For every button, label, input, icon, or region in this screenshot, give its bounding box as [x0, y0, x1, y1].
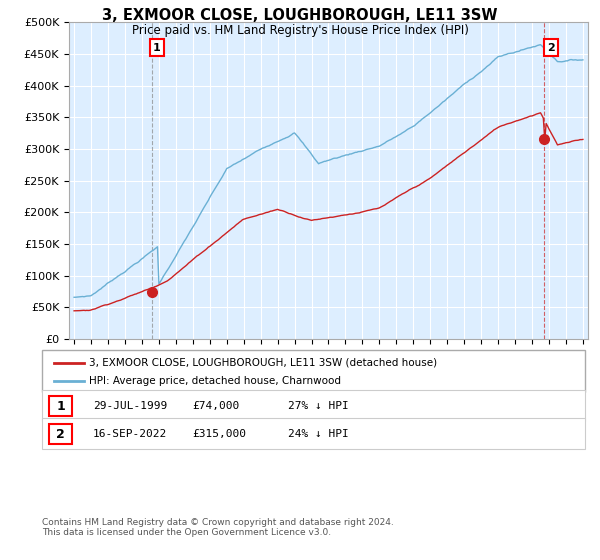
Text: 27% ↓ HPI: 27% ↓ HPI	[288, 401, 349, 411]
Text: Price paid vs. HM Land Registry's House Price Index (HPI): Price paid vs. HM Land Registry's House …	[131, 24, 469, 37]
Text: 1: 1	[153, 43, 161, 53]
Text: 3, EXMOOR CLOSE, LOUGHBOROUGH, LE11 3SW: 3, EXMOOR CLOSE, LOUGHBOROUGH, LE11 3SW	[102, 8, 498, 24]
Text: 24% ↓ HPI: 24% ↓ HPI	[288, 429, 349, 439]
Text: 2: 2	[547, 43, 555, 53]
Text: HPI: Average price, detached house, Charnwood: HPI: Average price, detached house, Char…	[89, 376, 341, 386]
Text: £74,000: £74,000	[192, 401, 239, 411]
Text: 2: 2	[56, 427, 65, 441]
Text: £315,000: £315,000	[192, 429, 246, 439]
Text: 1: 1	[56, 399, 65, 413]
Text: 29-JUL-1999: 29-JUL-1999	[93, 401, 167, 411]
Text: 3, EXMOOR CLOSE, LOUGHBOROUGH, LE11 3SW (detached house): 3, EXMOOR CLOSE, LOUGHBOROUGH, LE11 3SW …	[89, 358, 437, 368]
Text: Contains HM Land Registry data © Crown copyright and database right 2024.
This d: Contains HM Land Registry data © Crown c…	[42, 518, 394, 538]
Text: 16-SEP-2022: 16-SEP-2022	[93, 429, 167, 439]
